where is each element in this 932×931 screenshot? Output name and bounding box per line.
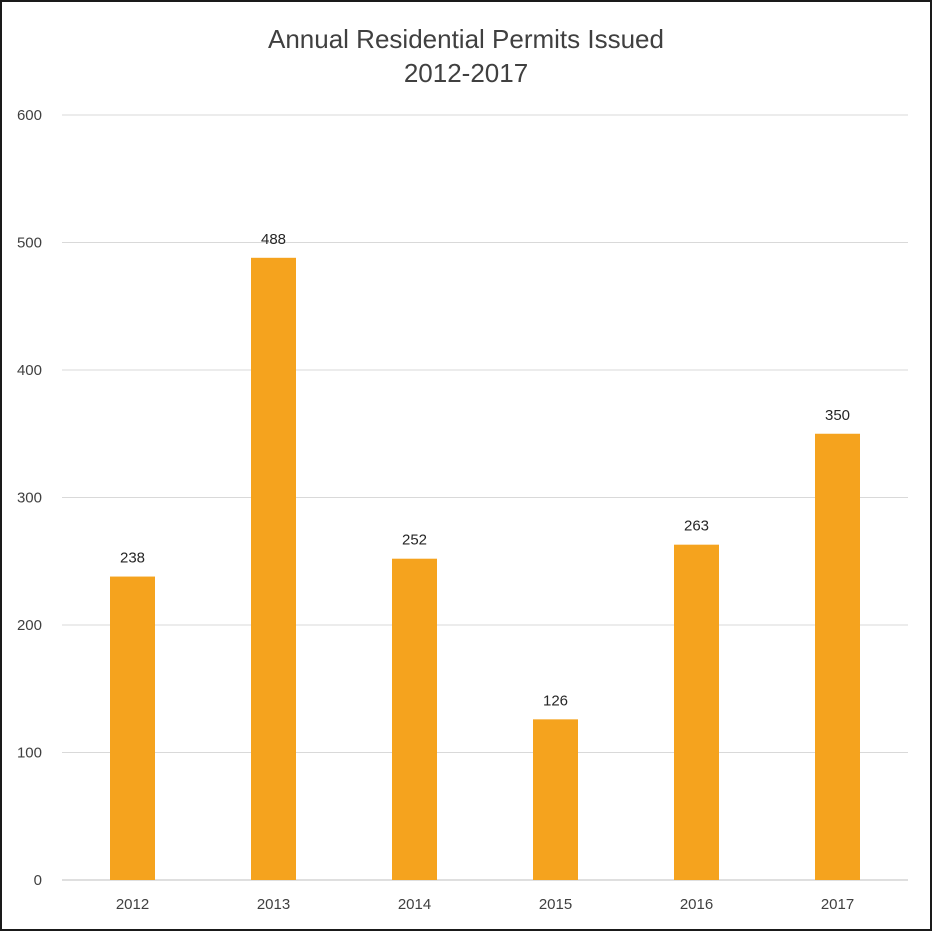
y-tick-label: 500 (17, 235, 42, 252)
y-tick-label: 400 (17, 362, 42, 379)
bar (533, 719, 578, 880)
y-tick-label: 600 (17, 107, 42, 124)
data-label: 252 (402, 532, 427, 549)
bar (392, 558, 437, 880)
x-tick-label: 2017 (821, 896, 854, 913)
data-label: 263 (684, 518, 709, 535)
data-label: 488 (261, 231, 286, 248)
x-tick-label: 2013 (257, 896, 290, 913)
chart-title: Annual Residential Permits Issued (268, 24, 664, 54)
bar (815, 433, 860, 880)
y-tick-label: 0 (34, 872, 42, 889)
y-tick-label: 200 (17, 617, 42, 634)
chart-title-block: Annual Residential Permits Issued 2012-2… (2, 22, 930, 90)
x-tick-label: 2015 (539, 896, 572, 913)
bar (110, 576, 155, 880)
data-label: 350 (825, 407, 850, 424)
x-tick-label: 2014 (398, 896, 431, 913)
y-tick-label: 100 (17, 745, 42, 762)
chart-subtitle: 2012-2017 (403, 58, 529, 88)
data-label: 126 (543, 692, 568, 709)
data-label: 238 (120, 550, 145, 567)
y-tick-label: 300 (17, 490, 42, 507)
x-tick-label: 2016 (680, 896, 713, 913)
bar (251, 257, 296, 880)
x-tick-label: 2012 (116, 896, 149, 913)
bar (674, 544, 719, 880)
